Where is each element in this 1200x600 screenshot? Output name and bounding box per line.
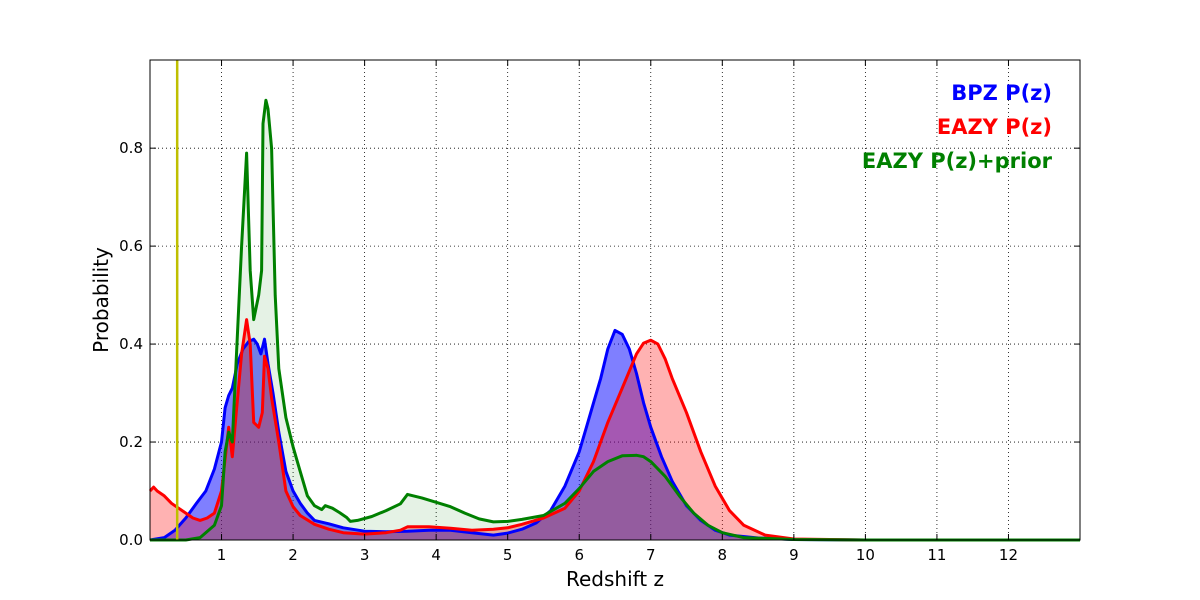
x-tick-label: 9 <box>789 546 799 564</box>
series-fills <box>150 100 1080 540</box>
series-fill-eazy-prior <box>150 100 1080 540</box>
x-tick-label: 11 <box>927 546 946 564</box>
legend-entry-bpz: BPZ P(z) <box>951 81 1052 105</box>
y-tick-label: 0.6 <box>119 237 143 255</box>
legend: BPZ P(z) EAZY P(z) EAZY P(z)+prior <box>862 81 1053 173</box>
x-tick-label: 10 <box>856 546 875 564</box>
ticks: 1 2 3 4 5 6 7 8 9 10 11 120.00.20.40.60.8 <box>119 60 1080 564</box>
axes-frame <box>149 59 1081 541</box>
x-tick-label: 1 <box>217 546 227 564</box>
y-axis-label: Probability <box>89 247 113 353</box>
y-tick-label: 0.8 <box>119 139 143 157</box>
y-tick-label: 0.4 <box>119 335 143 353</box>
legend-entry-eazy: EAZY P(z) <box>937 115 1052 139</box>
series-line-eazy <box>148 318 1080 542</box>
x-tick-label: 3 <box>360 546 370 564</box>
series-fill-eazy <box>150 319 1080 540</box>
series-line-eazy-prior <box>150 98 1080 542</box>
series-lines <box>148 98 1080 542</box>
series-fill-bpz <box>150 330 1080 540</box>
x-axis-label: Redshift z <box>566 567 664 591</box>
y-tick-label: 0.0 <box>119 531 143 549</box>
y-tick-label: 0.2 <box>119 433 143 451</box>
x-tick-label: 4 <box>431 546 441 564</box>
series-line-bpz <box>149 328 1080 542</box>
x-tick-label: 8 <box>718 546 728 564</box>
x-tick-label: 12 <box>999 546 1018 564</box>
x-tick-label: 7 <box>646 546 656 564</box>
x-tick-label: 5 <box>503 546 513 564</box>
legend-entry-eazy-prior: EAZY P(z)+prior <box>862 149 1053 173</box>
x-tick-label: 2 <box>288 546 298 564</box>
x-tick-label: 6 <box>574 546 584 564</box>
